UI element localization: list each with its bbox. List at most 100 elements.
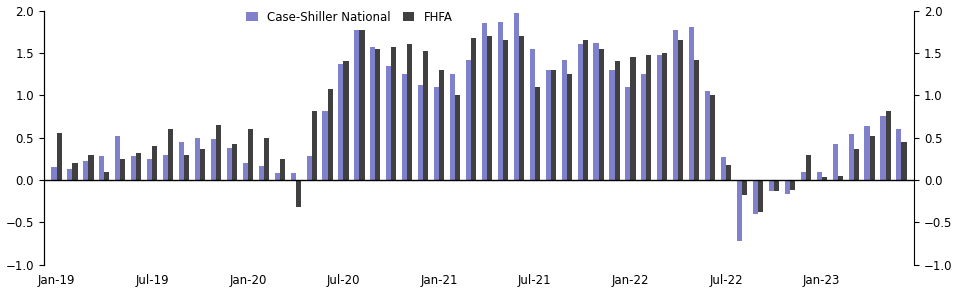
Bar <box>386 66 391 180</box>
Bar <box>434 87 439 180</box>
Bar <box>647 55 651 180</box>
Bar <box>578 45 582 180</box>
Bar <box>121 159 125 180</box>
Bar <box>551 70 556 180</box>
Bar <box>248 129 253 180</box>
Bar <box>455 95 460 180</box>
Bar <box>657 55 662 180</box>
Bar <box>854 149 858 180</box>
Bar <box>73 163 78 180</box>
Bar <box>513 13 519 180</box>
Bar <box>870 136 875 180</box>
Bar <box>753 180 758 214</box>
Bar <box>439 70 445 180</box>
Bar <box>785 180 790 194</box>
Bar <box>200 149 205 180</box>
Bar <box>689 28 695 180</box>
Bar <box>705 91 710 180</box>
Bar <box>503 40 508 180</box>
Bar <box>67 169 73 180</box>
Bar <box>614 62 620 180</box>
Bar <box>582 40 587 180</box>
Bar <box>211 139 216 180</box>
Bar <box>849 134 854 180</box>
Bar <box>806 155 810 180</box>
Bar <box>790 180 795 190</box>
Bar <box>148 159 152 180</box>
Bar <box>769 180 774 191</box>
Bar <box>546 70 551 180</box>
Bar <box>498 22 503 180</box>
Bar <box>184 155 189 180</box>
Bar <box>641 74 647 180</box>
Bar <box>880 116 885 180</box>
Bar <box>609 70 614 180</box>
Bar <box>626 87 630 180</box>
Bar <box>535 87 540 180</box>
Bar <box>88 155 94 180</box>
Bar <box>163 155 168 180</box>
Bar <box>742 180 747 195</box>
Bar <box>371 47 376 180</box>
Bar <box>837 176 843 180</box>
Bar <box>179 142 184 180</box>
Bar <box>311 110 317 180</box>
Bar <box>104 171 109 180</box>
Bar <box>678 40 683 180</box>
Legend: Case-Shiller National, FHFA: Case-Shiller National, FHFA <box>241 6 457 29</box>
Bar <box>131 156 136 180</box>
Bar <box>673 30 678 180</box>
Bar <box>466 60 471 180</box>
Bar <box>726 165 731 180</box>
Bar <box>216 125 221 180</box>
Bar <box>280 159 285 180</box>
Bar <box>599 49 604 180</box>
Bar <box>710 95 716 180</box>
Bar <box>52 167 57 180</box>
Bar <box>263 138 269 180</box>
Bar <box>391 47 397 180</box>
Bar <box>338 64 344 180</box>
Bar <box>662 53 668 180</box>
Bar <box>774 180 779 191</box>
Bar <box>402 74 407 180</box>
Bar <box>885 110 891 180</box>
Bar <box>519 36 524 180</box>
Bar <box>482 23 487 180</box>
Bar <box>227 148 232 180</box>
Bar <box>721 157 726 180</box>
Bar <box>593 43 599 180</box>
Bar <box>487 36 492 180</box>
Bar <box>816 171 822 180</box>
Bar <box>407 45 412 180</box>
Bar <box>323 110 328 180</box>
Bar <box>307 156 311 180</box>
Bar <box>897 129 901 180</box>
Bar <box>152 146 157 180</box>
Bar <box>737 180 742 241</box>
Bar <box>423 51 428 180</box>
Bar <box>530 49 535 180</box>
Bar <box>83 161 88 180</box>
Bar <box>290 173 296 180</box>
Bar <box>168 129 173 180</box>
Bar <box>259 166 263 180</box>
Bar <box>344 62 349 180</box>
Bar <box>242 163 248 180</box>
Bar <box>115 136 121 180</box>
Bar <box>354 30 359 180</box>
Bar <box>450 74 455 180</box>
Bar <box>376 49 380 180</box>
Bar <box>275 173 280 180</box>
Bar <box>471 38 476 180</box>
Bar <box>901 142 906 180</box>
Bar <box>758 180 764 212</box>
Bar <box>695 60 699 180</box>
Bar <box>801 171 806 180</box>
Bar <box>567 74 572 180</box>
Bar <box>57 133 61 180</box>
Bar <box>359 30 365 180</box>
Bar <box>232 144 237 180</box>
Bar <box>136 153 142 180</box>
Bar <box>418 85 423 180</box>
